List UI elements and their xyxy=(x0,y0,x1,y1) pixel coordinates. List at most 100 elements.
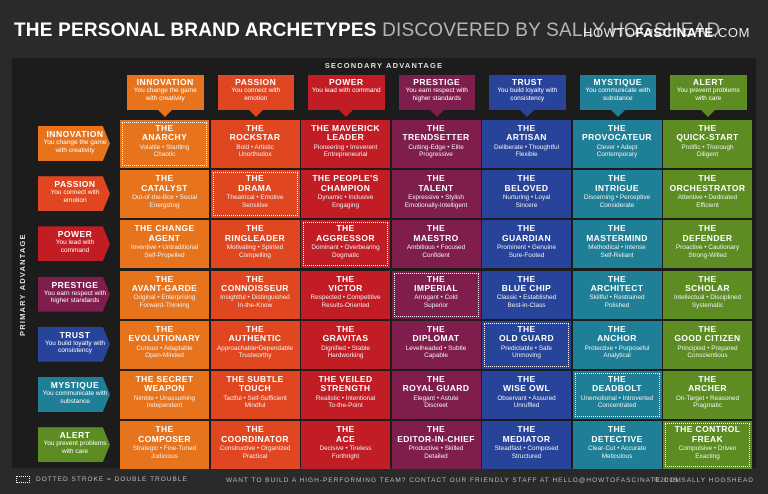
archetype-drama: THE DRAMA Theatrical • Emotive Sensitive xyxy=(210,170,300,219)
archetype-title: THE CONNOISSEUR xyxy=(221,273,289,293)
archetype-keywords: Inventive • Untraditional Self-Propelled xyxy=(130,244,199,259)
archetype-keywords: Dominant • Overbearing Dogmatic xyxy=(311,244,380,259)
column-header-alert: ALERT You prevent problems with care xyxy=(670,75,747,117)
archetype-beloved: THE BELOVED Nurturing • Loyal Sincere xyxy=(482,170,571,219)
archetype-keywords: Tactful • Self-Sufficient Mindful xyxy=(223,394,287,410)
site-pre: HOWTO xyxy=(582,25,636,40)
row-header-trust: TRUST You build loyalty with consistency xyxy=(38,326,110,362)
archetype-keywords: Constructive • Organized Practical xyxy=(219,445,291,460)
archetype-keywords: Ambitious • Focused Confident xyxy=(406,244,466,259)
archetype-keywords: Nimble • Unassuming Independent xyxy=(133,394,196,410)
archetype-anarchy: THE ANARCHY Volatile • Startling Chaotic xyxy=(120,120,209,168)
archetype-talent: THE TALENT Expressive • Stylish Emotional… xyxy=(391,170,481,219)
column-header-power: POWER You lead with command xyxy=(308,75,385,117)
archetype-detective: THE DETECTIVE Clear-Cut • Accurate Meticu… xyxy=(572,421,662,470)
archetype-keywords: Methodical • Intense Self-Reliant xyxy=(588,244,646,259)
archetype-artisan: THE ARTISAN Deliberate • Thoughtful Flexi… xyxy=(482,120,571,168)
archetype-keywords: Compulsive • Driven Exacting xyxy=(678,445,737,460)
archetype-keywords: Protective • Purposeful Analytical xyxy=(584,344,650,360)
secondary-advantage-label: SECONDARY ADVANTAGE xyxy=(324,61,444,70)
archetype-keywords: Motivating • Spirited Compelling xyxy=(226,244,284,259)
legend-text: DOTTED STROKE = DOUBLE TROUBLE xyxy=(36,476,188,483)
archetype-keywords: Expressive • Stylish Emotionally-Intelli… xyxy=(404,194,468,209)
archetype-imperial: THE IMPERIAL Arrogant • Cold Superior xyxy=(391,270,481,319)
row-header-alert: ALERT You prevent problems with care xyxy=(38,427,110,463)
archetype-keywords: Deliberate • Thoughtful Flexible xyxy=(493,143,559,159)
archetype-mediator: THE MEDIATOR Steadfast • Composed Structu… xyxy=(482,421,571,470)
row-header-prestige: PRESTIGE You earn respect with higher sta… xyxy=(38,276,110,312)
archetype-defender: THE DEFENDER Proactive • Cautionary Stron… xyxy=(663,220,752,269)
row-header-name: PRESTIGE xyxy=(51,279,99,290)
archetype-keywords: Dynamic • Inclusive Engaging xyxy=(317,194,374,209)
archetype-title: THE OLD GUARD xyxy=(498,323,555,344)
archetype-secret-weapon: THE SECRET WEAPON Nimble • Unassuming Ind… xyxy=(120,371,209,419)
archetype-victor: THE VICTOR Respected • Competitive Result… xyxy=(301,270,390,319)
archetype-keywords: Decisive • Tireless Forthright xyxy=(319,445,372,460)
archetype-connoisseur: THE CONNOISSEUR Insightful • Distinguishe… xyxy=(210,270,300,319)
archetype-title: THE BELOVED xyxy=(504,173,549,193)
archetype-keywords: Principled • Prepared Conscientious xyxy=(677,344,738,360)
archetype-veiled-strength: THE VEILED STRENGTH Realistic • Intention… xyxy=(301,371,390,419)
archetype-keywords: Classic • Established Best-in-Class xyxy=(496,294,557,309)
archetype-change-agent: THE CHANGE AGENT Inventive • Untraditiona… xyxy=(120,220,209,269)
archetype-architect: THE ARCHITECT Skillful • Restrained Polis… xyxy=(572,270,662,319)
website-link[interactable]: HOWTOFASCINATE.COM xyxy=(583,25,750,40)
column-header-innovation: INNOVATION You change the game with creat… xyxy=(127,75,204,117)
archetype-keywords: Arrogant • Cold Superior xyxy=(414,294,458,309)
archetype-coordinator: THE COORDINATOR Constructive • Organized … xyxy=(210,421,300,470)
archetype-keywords: On-Target • Reasoned Pragmatic xyxy=(675,394,740,410)
row-header-power: POWER You lead with command xyxy=(38,226,110,262)
archetype-title: THE DETECTIVE xyxy=(591,424,643,444)
archetype-maestro: THE MAESTRO Ambitious • Focused Confident xyxy=(391,220,481,269)
column-header-name: ALERT xyxy=(692,77,724,87)
archetype-title: THE SUBTLE TOUCH xyxy=(226,374,284,394)
archetype-title: THE VICTOR xyxy=(328,273,363,293)
archetype-keywords: Volatile • Startling Chaotic xyxy=(139,143,190,159)
archetype-avant-garde: THE AVANT-GARDE Original • Enterprising F… xyxy=(120,270,209,319)
contact-text: WANT TO BUILD A HIGH-PERFORMING TEAM? CO… xyxy=(226,477,682,484)
column-header-desc: You prevent problems with care xyxy=(676,87,740,102)
archetype-diplomat: THE DIPLOMAT Levelheaded • Subtle Capable xyxy=(391,320,481,369)
page-title: THE PERSONAL BRAND ARCHETYPES DISCOVERED… xyxy=(14,20,720,42)
archetype-anchor: THE ANCHOR Protective • Purposeful Analyt… xyxy=(572,320,662,369)
row-header-desc: You earn respect with higher standards xyxy=(43,289,107,305)
row-header-name: POWER xyxy=(57,229,93,240)
archetype-royal-guard: THE ROYAL GUARD Elegant • Astute Discreet xyxy=(391,371,481,419)
archetype-keywords: Approachable•Dependable Trustworthy xyxy=(216,344,294,360)
site-bold: FASCINATE xyxy=(635,25,714,40)
row-header-name: TRUST xyxy=(59,329,91,340)
row-header-desc: You change the game with creativity xyxy=(43,139,107,154)
archetype-keywords: Curious • Adaptable Open-Minded xyxy=(136,344,193,360)
archetype-evolutionary: THE EVOLUTIONARY Curious • Adaptable Open… xyxy=(120,320,209,369)
archetype-title: THE INTRIGUE xyxy=(595,173,639,193)
column-header-desc: You change the game with creativity xyxy=(133,87,197,102)
archetype-provocateur: THE PROVOCATEUR Clever • Adept Contempora… xyxy=(572,120,662,168)
archetype-keywords: Pioneering • Irreverent Entrepreneurial xyxy=(313,143,378,159)
archetype-title: THE AGGRESSOR xyxy=(316,223,375,243)
archetype-keywords: Intellectual • Disciplined Systematic xyxy=(673,294,742,309)
archetype-keywords: Strategic • Fine-Tuned Judicious xyxy=(132,445,197,460)
archetype-keywords: Insightful • Distinguished In-the-Know xyxy=(220,294,290,309)
site-post: .COM xyxy=(713,25,750,40)
column-header-desc: You lead with command xyxy=(311,87,381,94)
archetype-title: THE AVANT-GARDE xyxy=(131,273,198,293)
archetype-title: THE ARCHER xyxy=(688,374,727,394)
column-header-name: TRUST xyxy=(511,77,543,87)
archetype-title: THE MAESTRO xyxy=(413,223,459,243)
archetype-authentic: THE AUTHENTIC Approachable•Dependable Tru… xyxy=(210,320,300,369)
archetype-keywords: Prominent • Genuine Sure-Footed xyxy=(496,244,557,259)
archetype-title: THE AUTHENTIC xyxy=(228,323,282,344)
column-header-name: POWER xyxy=(328,77,364,87)
archetype-catalyst: THE CATALYST Out-of-the-Box • Social Ener… xyxy=(120,170,209,219)
column-header-desc: You connect with emotion xyxy=(231,87,281,102)
archetype-good-citizen: THE GOOD CITIZEN Principled • Prepared Co… xyxy=(663,320,752,369)
archetype-keywords: Levelheaded • Subtle Capable xyxy=(405,344,467,360)
archetype-keywords: Original • Enterprising Forward-Thinking xyxy=(133,294,196,309)
column-header-name: PASSION xyxy=(235,77,277,87)
archetype-title: THE GRAVITAS xyxy=(322,323,369,344)
archetype-title: THE DIPLOMAT xyxy=(412,323,460,344)
archetype-title: THE DEADBOLT xyxy=(592,374,642,394)
row-header-desc: You connect with emotion xyxy=(50,189,100,204)
archetype-keywords: Discerning • Perceptive Considerate xyxy=(583,194,651,209)
row-header-name: ALERT xyxy=(59,430,91,441)
